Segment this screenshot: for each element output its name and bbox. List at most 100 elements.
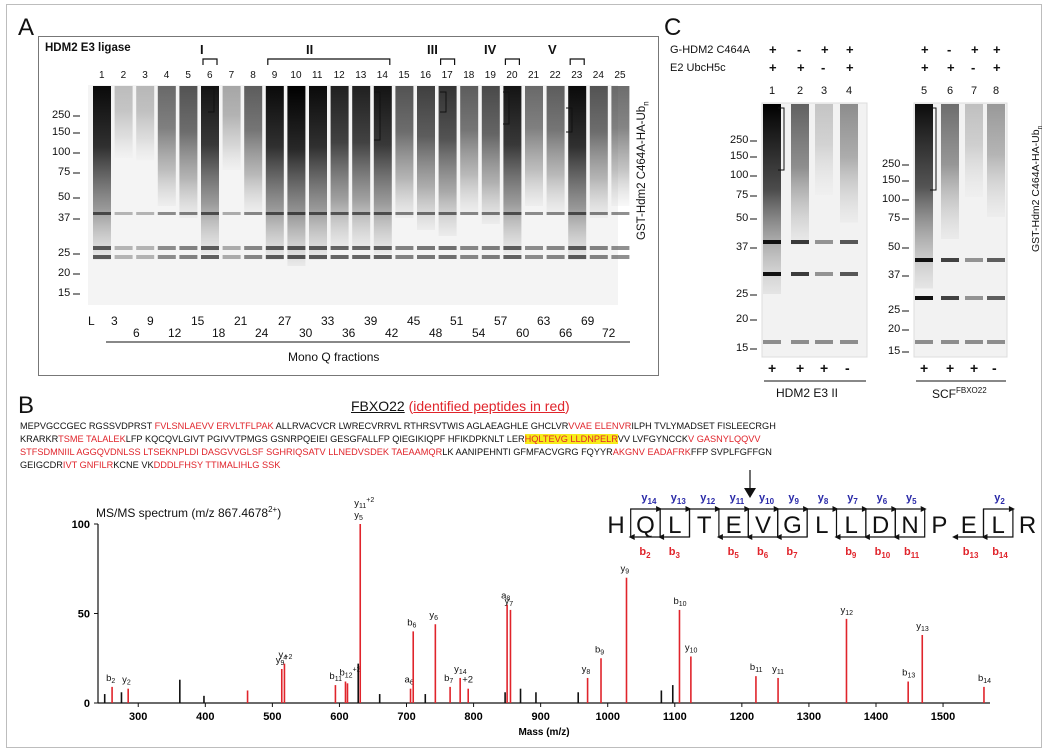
- panel-c-sign-ubch5-row2: -: [971, 60, 976, 75]
- panel-a-fraction-top: 33: [321, 314, 335, 328]
- panel-a-ylabel: GST-Hdm2 C464A-HA-Ubn: [636, 101, 650, 240]
- spectrum-title-sup: 2+: [268, 505, 278, 514]
- panel-a-fraction-bottom: 54: [472, 326, 486, 340]
- panel-a-lane-number: 9: [271, 70, 278, 81]
- panel-c-mw-label-right: 150: [882, 174, 901, 186]
- panel-a-fraction-bottom: 48: [429, 326, 443, 340]
- panel-a-fraction-top: L: [88, 314, 95, 328]
- panel-c-lane-number: 5: [921, 85, 928, 97]
- panel-c-row-label-1: G-HDM2 C464A: [670, 44, 751, 56]
- panel-b-protein-title: FBXO22: [351, 398, 405, 414]
- panel-a-fraction-top: 39: [364, 314, 378, 328]
- panel-a-fraction-top: 27: [278, 314, 292, 328]
- panel-a-mw-label: 250: [52, 109, 71, 121]
- panel-c-mw-label-left: 75: [736, 189, 749, 201]
- identified-peptide: STFSDMNIIL AGGQVDNLSS LTSEKNPLDI DASGVVG…: [20, 447, 443, 457]
- panel-a-mw-label: 150: [52, 126, 71, 138]
- sequence-segment: LFP KQCQVLGIVT PGIVVTPMGS GSNRPQEIEI GES…: [125, 434, 525, 444]
- panel-c-ylabel-text: GST-Hdm2 C464A-HA-Ub: [1030, 129, 1042, 252]
- panel-a-lane-number: 7: [228, 70, 235, 81]
- panel-c-sign-ubch5-row1: +: [846, 42, 854, 57]
- panel-a-letter: A: [18, 14, 35, 41]
- panel-a-title: HDM2 E3 ligase: [45, 42, 131, 54]
- panel-c-bottom-sign-right: +: [920, 360, 929, 376]
- sequence-line: MEPVGCCGEC RGSSVDPRST FVLSNLAEVV ERVLTFL…: [20, 420, 1030, 433]
- panel-c-mw-label-right: 100: [882, 193, 901, 205]
- panel-b-heading: FBXO22 (identified peptides in red): [351, 398, 570, 414]
- region-label-iv: IV: [484, 42, 497, 57]
- panel-c-mw-label-right: 75: [888, 212, 901, 224]
- panel-c-mw-label-left: 50: [736, 212, 749, 224]
- panel-c-sign-ubch5-row1: -: [797, 42, 802, 57]
- panel-c-caption-right-sup: FBXO22: [956, 386, 987, 395]
- panel-c-bottom-sign-right: -: [992, 360, 997, 376]
- panel-c-sign-ubch5-row1: -: [947, 42, 952, 57]
- panel-c-sign-ubch5-row2: -: [821, 60, 826, 75]
- panel-c-sign-ubch5-row1: +: [921, 42, 929, 57]
- panel-c-sign-ubch5-row1: +: [769, 42, 777, 57]
- sequence-segment: GEIGCDR: [20, 460, 63, 470]
- region-label-i: I: [200, 42, 204, 57]
- panel-c-sign-ubch5-row2: +: [947, 60, 955, 75]
- panel-a-fraction-bottom: 12: [168, 326, 182, 340]
- panel-c-letter: C: [664, 14, 682, 41]
- panel-a-lane-number: 4: [163, 70, 170, 81]
- panel-b-paren-text: identified peptides in red: [413, 398, 566, 414]
- panel-a-xlabel: Mono Q fractions: [288, 350, 380, 364]
- panel-c-sign-ubch5-row1: +: [993, 42, 1001, 57]
- panel-a-fraction-bottom: 18: [212, 326, 226, 340]
- panel-c-caption-left: HDM2 E3 II: [776, 386, 839, 400]
- panel-c-sign-ubch5-row1: +: [821, 42, 829, 57]
- fbxo22-sequence: MEPVGCCGEC RGSSVDPRST FVLSNLAEVV ERVLTFL…: [20, 420, 1030, 472]
- sequence-segment: MEPVGCCGEC RGSSVDPRST: [20, 421, 155, 431]
- panel-a-fraction-top: 57: [494, 314, 508, 328]
- panel-c-sign-ubch5-row1: +: [971, 42, 979, 57]
- panel-a-mw-label: 100: [52, 146, 71, 158]
- panel-a-lane-number: 8: [250, 70, 256, 81]
- panel-a-lane-number: 13: [355, 70, 367, 81]
- panel-c-ylabel-sub: n: [1037, 125, 1045, 130]
- region-label-v: V: [548, 42, 557, 57]
- panel-a-lane-number: 1: [99, 70, 105, 81]
- panel-a-ylabel-text: GST-Hdm2 C464A-HA-Ub: [636, 105, 648, 240]
- panel-a-lane-number: 22: [549, 70, 561, 81]
- sequence-line: KRARKRTSME TALALEKLFP KQCQVLGIVT PGIVVTP…: [20, 433, 1030, 446]
- panel-a-lane-number: 24: [592, 70, 604, 81]
- panel-a-lane-number: 3: [142, 70, 148, 81]
- panel-c-lane-number: 6: [947, 85, 954, 97]
- region-label-iii: III: [427, 42, 438, 57]
- panel-a-fraction-bottom: 60: [516, 326, 530, 340]
- panel-a-lane-number: 21: [528, 70, 540, 81]
- panel-c-row-label-2: E2 UbcH5c: [670, 62, 726, 74]
- panel-a-lane-number: 5: [185, 70, 191, 81]
- highlighted-peptide: HQLTEVG LLDNPELR: [524, 434, 618, 444]
- panel-a-lane-number: 12: [333, 70, 345, 81]
- figure-frame: [6, 4, 1042, 748]
- panel-a-fraction-top: 51: [450, 314, 464, 328]
- panel-c-sign-ubch5-row2: +: [797, 60, 805, 75]
- panel-c-mw-label-right: 25: [888, 304, 901, 316]
- panel-a-lane-number: 14: [376, 70, 388, 81]
- panel-c-mw-label-left: 100: [730, 169, 749, 181]
- panel-a-lane-number: 25: [614, 70, 626, 81]
- panel-a-frame: [38, 36, 659, 376]
- panel-a-mw-label: 37: [58, 212, 71, 224]
- sequence-segment: ILPH TVLYMADSET FISLEECRGH: [631, 421, 776, 431]
- panel-a-lane-number: 17: [441, 70, 453, 81]
- region-label-ii: II: [306, 42, 314, 57]
- panel-c-ylabel: GST-Hdm2 C464A-HA-Ubn: [1030, 126, 1044, 252]
- panel-a-lane-number: 6: [207, 70, 213, 81]
- panel-a-fraction-bottom: 36: [342, 326, 356, 340]
- panel-c-bottom-sign-left: +: [820, 360, 829, 376]
- panel-c-mw-label-left: 37: [736, 241, 749, 253]
- panel-c-lane-number: 1: [769, 85, 776, 97]
- sequence-segment: LK AANIPEHNTI GFMFACVGRG FQYYR: [442, 447, 613, 457]
- spectrum-title: MS/MS spectrum (m/z 867.46782+): [96, 505, 281, 520]
- panel-a-lane-number: 18: [463, 70, 475, 81]
- panel-b-paren-close: ): [565, 398, 570, 414]
- panel-c-lane-number: 7: [971, 85, 978, 97]
- panel-c-lane-number: 2: [797, 85, 804, 97]
- panel-a-lane-number: 11: [312, 70, 323, 81]
- sequence-segment: FFP SVPLFGFFGN: [690, 447, 772, 457]
- panel-c-lane-number: 4: [846, 85, 853, 97]
